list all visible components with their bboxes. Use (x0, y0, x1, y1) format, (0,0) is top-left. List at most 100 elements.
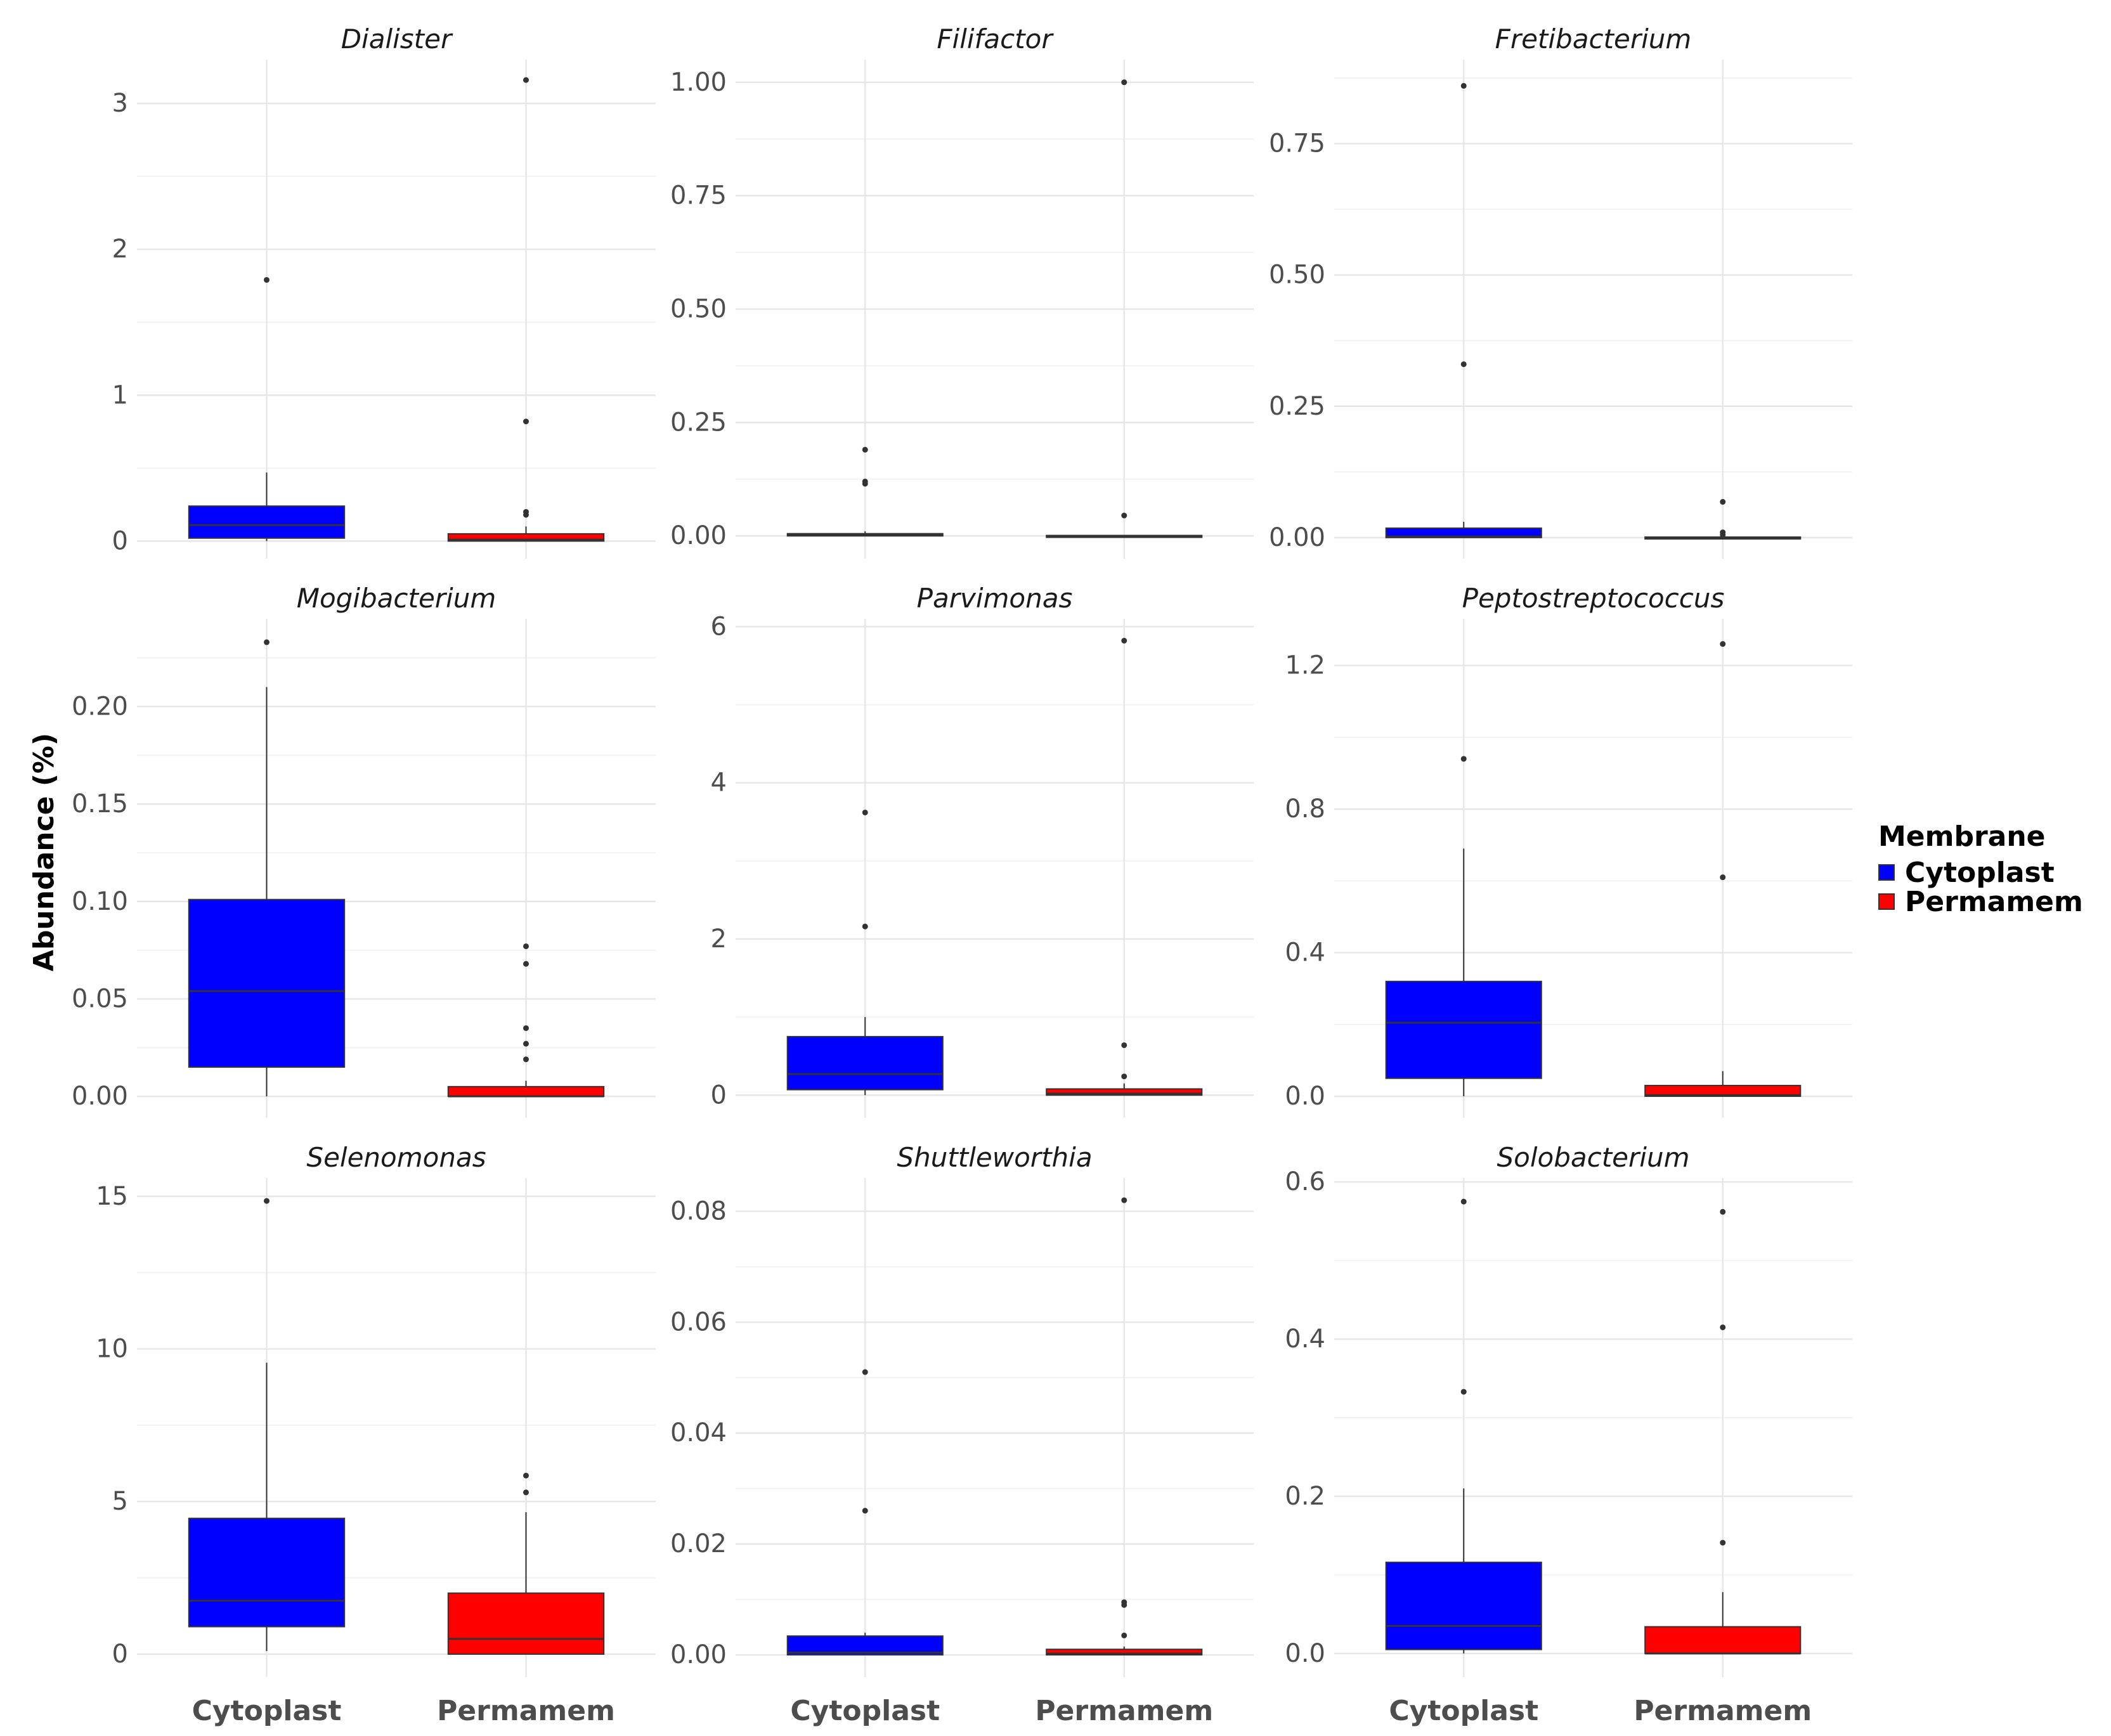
box-permamem (1046, 1649, 1203, 1656)
y-tick-label: 0.00 (72, 1082, 128, 1111)
box-permamem (447, 533, 605, 542)
outlier-point (1720, 532, 1726, 538)
x-tick-label: Cytoplast (1389, 1695, 1538, 1727)
y-tick-label: 0 (112, 1640, 128, 1669)
outlier-point (1460, 756, 1467, 762)
outlier-point (1121, 512, 1127, 519)
y-tick-label: 0.50 (670, 295, 727, 324)
outlier-point (1121, 637, 1127, 644)
y-axis-label: Abundance (%) (28, 733, 60, 971)
box-permamem (1046, 1088, 1203, 1096)
box-permamem (447, 1592, 605, 1655)
outlier-point (1720, 874, 1726, 881)
y-tick-label: 0.00 (670, 1640, 727, 1669)
outlier-point (862, 809, 868, 815)
y-tick-label: 1.2 (1285, 651, 1325, 680)
facet-panel: 0 5 10 15 Selenomonas Cytoplast Permamem (96, 1142, 656, 1727)
y-tick-label: 0.75 (1269, 129, 1325, 159)
legend-label-cytoplast: Cytoplast (1905, 856, 2055, 889)
y-tick-label: 1.00 (670, 68, 727, 97)
outlier-point (862, 481, 868, 487)
y-tick-label: 2 (112, 235, 128, 264)
y-tick-label: 5 (112, 1487, 128, 1516)
outlier-point (523, 1056, 529, 1063)
box-permamem (1644, 1085, 1802, 1098)
outlier-point (1121, 1197, 1127, 1203)
facet-panel: 0.00 0.25 0.50 0.75 1.00 Filifactor (670, 23, 1254, 559)
x-tick-label: Permamem (437, 1695, 615, 1727)
outlier-point (264, 1198, 270, 1204)
outlier-point (523, 1472, 529, 1479)
y-tick-label: 0.25 (1269, 392, 1325, 421)
outlier-point (1460, 361, 1467, 367)
panel-title-dialister: Dialister (341, 23, 453, 55)
y-tick-label: 0.75 (670, 181, 727, 211)
y-tick-label: 0 (711, 1080, 727, 1110)
outlier-point (1121, 1632, 1127, 1638)
facet-panels: 0123Dialister0.000.250.500.751.00Filifac… (72, 23, 1852, 1727)
facet-panel: 0.00 0.05 0.10 0.15 0.20 Mogibacterium (72, 583, 656, 1118)
x-tick-label: Permamem (1634, 1695, 1812, 1727)
outlier-point (1720, 1539, 1726, 1546)
box-permamem (1644, 1626, 1802, 1654)
y-tick-label: 0.4 (1285, 1325, 1325, 1354)
y-tick-label: 6 (711, 612, 727, 641)
facet-panel: 0.00 0.02 0.04 0.06 0.08 Shuttleworthia Cytopl… (670, 1142, 1254, 1727)
y-tick-label: 1 (112, 380, 128, 410)
outlier-point (523, 418, 529, 425)
legend-item-cytoplast: Cytoplast (1878, 856, 2083, 889)
panel-title-mogibacterium: Mogibacterium (297, 583, 497, 614)
panel-title-parvimonas: Parvimonas (917, 583, 1073, 614)
y-tick-label: 0.00 (1269, 523, 1325, 552)
legend-item-permamem: Permamem (1878, 886, 2083, 918)
outlier-point (523, 1040, 529, 1047)
box-permamem (447, 1085, 605, 1098)
y-tick-label: 4 (711, 768, 727, 798)
x-tick-label: Cytoplast (192, 1695, 342, 1727)
y-tick-label: 0.25 (670, 408, 727, 437)
panel-title-shuttleworthia: Shuttleworthia (897, 1142, 1092, 1173)
y-tick-label: 0.0 (1285, 1639, 1325, 1668)
y-tick-label: 0.08 (670, 1196, 727, 1226)
panel-title-selenomonas: Selenomonas (306, 1142, 486, 1173)
facet-panel: 0 2 4 6 Parvimonas (711, 583, 1254, 1118)
outlier-point (1121, 79, 1127, 86)
y-tick-label: 0.10 (72, 887, 128, 916)
outlier-point (523, 512, 529, 518)
y-tick-label: 0.20 (72, 692, 128, 721)
outlier-point (862, 923, 868, 930)
outlier-point (523, 1025, 529, 1032)
outlier-point (264, 639, 270, 645)
box-cytoplast (1385, 527, 1542, 538)
outlier-point (1121, 1602, 1127, 1608)
panel-title-solobacterium: Solobacterium (1497, 1142, 1690, 1173)
facet-panel: 0.0 0.2 0.4 0.6 Solobacterium Cytoplast Permam… (1285, 1142, 1852, 1727)
panel-title-filifactor: Filifactor (937, 23, 1054, 55)
outlier-point (523, 1489, 529, 1496)
y-tick-label: 0.0 (1285, 1082, 1325, 1111)
outlier-point (523, 77, 529, 83)
y-tick-label: 15 (96, 1182, 128, 1211)
y-tick-label: 0.05 (72, 984, 128, 1013)
outlier-point (1121, 1073, 1127, 1080)
outlier-point (1720, 641, 1726, 647)
legend-title: Membrane (1878, 820, 2046, 853)
box-cytoplast (1385, 980, 1542, 1079)
legend-key-cytoplast (1878, 864, 1895, 881)
outlier-point (862, 1369, 868, 1375)
box-cytoplast (188, 505, 346, 539)
box-cytoplast (1385, 1562, 1542, 1650)
outlier-point (1720, 1208, 1726, 1215)
box-cytoplast (188, 898, 346, 1068)
outlier-point (1720, 499, 1726, 505)
x-tick-label: Permamem (1035, 1695, 1213, 1727)
x-tick-label: Cytoplast (790, 1695, 940, 1727)
box-cytoplast (188, 1517, 346, 1628)
y-tick-label: 0.15 (72, 789, 128, 819)
panel-title-fretibacterium: Fretibacterium (1495, 23, 1692, 55)
legend-key-permamem (1878, 893, 1895, 910)
y-tick-label: 0.2 (1285, 1482, 1325, 1511)
outlier-point (264, 276, 270, 283)
outlier-point (862, 446, 868, 453)
y-tick-label: 0.50 (1269, 261, 1325, 290)
